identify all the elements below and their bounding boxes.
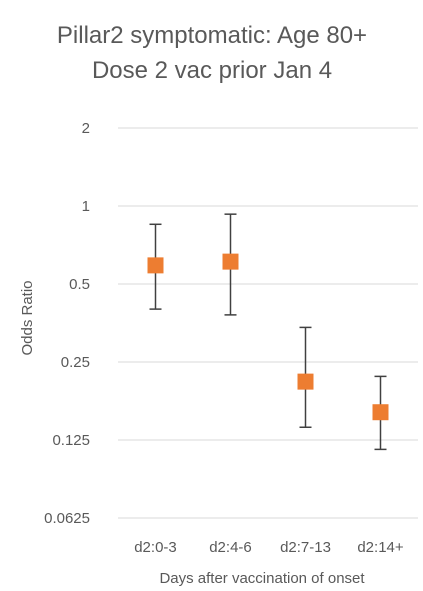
y-tick-label: 0.25: [61, 354, 90, 371]
y-tick-label: 1: [82, 198, 90, 215]
x-tick-label: d2:0-3: [134, 539, 177, 556]
chart-title: Pillar2 symptomatic: Age 80+: [57, 22, 367, 49]
x-tick-label: d2:7-13: [280, 539, 331, 556]
data-point-marker: [372, 404, 389, 421]
data-point-group: [147, 223, 164, 310]
chart-subtitle: Dose 2 vac prior Jan 4: [92, 57, 332, 84]
y-axis-label: Odds Ratio: [19, 280, 36, 355]
data-point-group: [222, 213, 239, 316]
x-axis-ticks: d2:0-3 d2:4-6 d2:7-13 d2:14+: [134, 539, 404, 556]
y-axis-ticks: 2 1 0.5 0.25 0.125 0.0625: [44, 120, 90, 527]
y-tick-label: 0.5: [69, 276, 90, 293]
gridlines: [118, 127, 418, 519]
data-point-group: [372, 375, 389, 451]
data-point-marker: [297, 373, 314, 390]
y-tick-label: 0.125: [52, 432, 90, 449]
x-tick-label: d2:14+: [357, 539, 404, 556]
y-tick-label: 0.0625: [44, 510, 90, 527]
x-axis-label: Days after vaccination of onset: [159, 570, 365, 587]
y-tick-label: 2: [82, 120, 90, 137]
data-point-marker: [222, 253, 239, 270]
data-points: [147, 213, 389, 451]
data-point-group: [297, 326, 314, 428]
data-point-marker: [147, 257, 164, 274]
x-tick-label: d2:4-6: [209, 539, 252, 556]
